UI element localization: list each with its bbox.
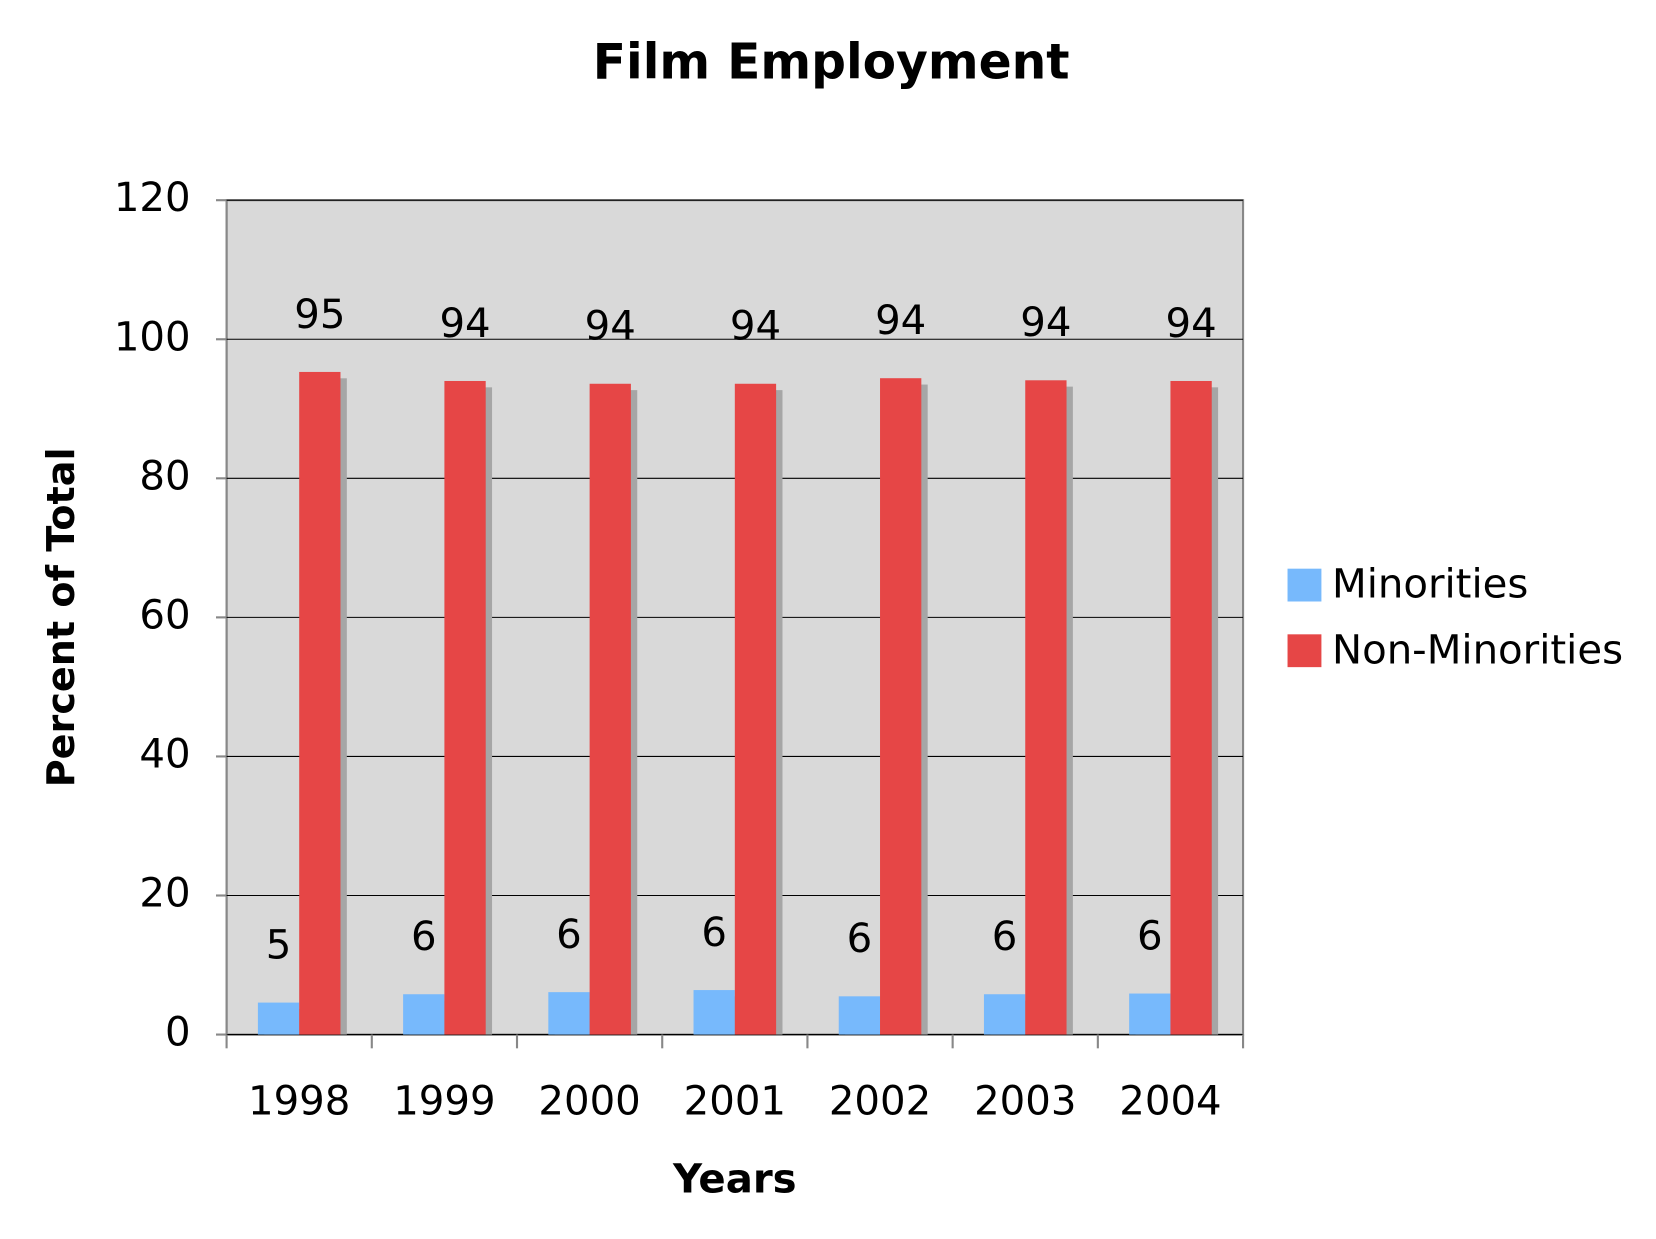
data-label: 6 (411, 914, 437, 960)
data-label: 94 (1166, 301, 1217, 347)
bar (880, 378, 922, 1035)
y-tick-label: 20 (139, 871, 190, 917)
legend-swatch (1287, 634, 1322, 668)
data-label: 95 (294, 292, 345, 338)
data-label: 6 (992, 914, 1018, 960)
y-tick-label: 120 (114, 175, 191, 221)
data-label: 6 (1137, 913, 1163, 959)
bar (693, 990, 735, 1035)
bar (1025, 380, 1067, 1035)
bar (1129, 993, 1171, 1035)
x-tick-label: 2003 (974, 1078, 1076, 1124)
y-tick-label: 60 (139, 592, 190, 638)
x-tick-label: 2002 (829, 1078, 931, 1124)
data-label: 94 (585, 304, 636, 350)
data-label: 94 (730, 304, 781, 350)
legend-label: Non-Minorities (1332, 627, 1623, 673)
x-tick-label: 2001 (684, 1078, 786, 1124)
bar (299, 371, 341, 1035)
data-label: 94 (1020, 300, 1071, 346)
data-label: 94 (439, 301, 490, 347)
x-tick-label: 1999 (393, 1078, 495, 1124)
y-tick-label: 100 (114, 314, 191, 360)
legend-label: Minorities (1332, 562, 1528, 608)
x-axis-title: Years (672, 1157, 797, 1203)
bar (1170, 380, 1212, 1035)
y-tick-label: 40 (139, 731, 190, 777)
bar (838, 996, 881, 1035)
legend-swatch (1287, 568, 1322, 602)
bar (734, 383, 777, 1035)
chart-title: Film Employment (593, 35, 1070, 91)
data-label: 6 (847, 916, 873, 962)
data-label: 6 (701, 910, 727, 956)
x-tick-label: 1998 (248, 1078, 350, 1124)
bar (589, 383, 631, 1035)
y-tick-label: 80 (139, 453, 190, 499)
bar (983, 994, 1026, 1035)
x-tick-label: 2000 (538, 1078, 640, 1124)
y-axis-title: Percent of Total (39, 447, 83, 787)
y-tick-label: 0 (165, 1010, 191, 1056)
bar (444, 380, 486, 1035)
bar (403, 994, 445, 1035)
data-label: 6 (556, 912, 582, 958)
data-label: 94 (875, 298, 926, 344)
bar (257, 1002, 300, 1035)
bar (548, 992, 590, 1035)
x-tick-label: 2004 (1119, 1078, 1221, 1124)
data-label: 5 (266, 923, 292, 969)
